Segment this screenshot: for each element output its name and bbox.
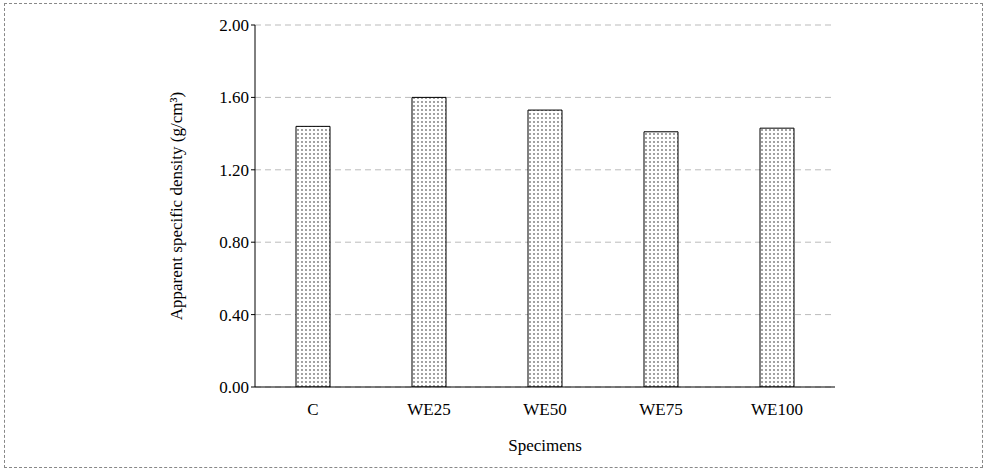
svg-text:2.00: 2.00 [219, 16, 249, 35]
svg-text:0.00: 0.00 [219, 378, 249, 397]
svg-text:0.40: 0.40 [219, 306, 249, 325]
svg-text:C: C [307, 400, 318, 419]
svg-text:0.80: 0.80 [219, 233, 249, 252]
svg-text:WE50: WE50 [523, 400, 566, 419]
svg-text:WE25: WE25 [407, 400, 450, 419]
svg-text:1.20: 1.20 [219, 161, 249, 180]
svg-text:WE75: WE75 [639, 400, 682, 419]
svg-text:Specimens: Specimens [508, 436, 582, 455]
svg-text:WE100: WE100 [751, 400, 803, 419]
svg-text:Apparent specific density (g/c: Apparent specific density (g/cm³) [167, 92, 186, 320]
svg-text:1.60: 1.60 [219, 88, 249, 107]
